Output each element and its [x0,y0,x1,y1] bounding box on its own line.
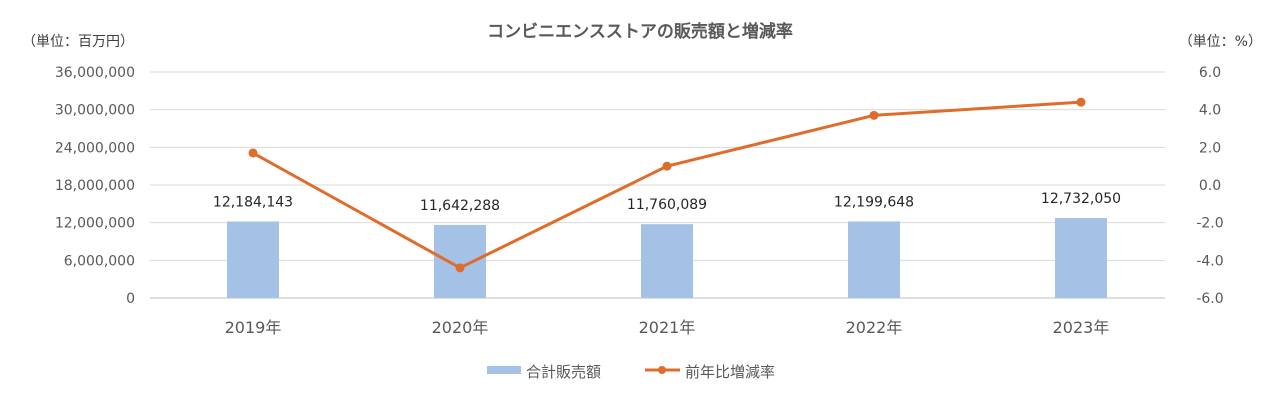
left-axis-unit: （単位：百万円） [22,34,134,50]
left-tick-label: 24,000,000 [55,140,135,156]
bar [641,224,693,298]
bar [848,221,900,298]
line-point [869,110,879,120]
x-tick-label: 2021年 [639,318,696,337]
right-axis-unit: （単位：%） [1179,34,1262,50]
x-tick-label: 2022年 [846,318,903,337]
right-tick-label: -2.0 [1196,216,1223,232]
left-tick-label: 0 [126,291,135,307]
left-tick-label: 36,000,000 [55,65,135,81]
x-tick-label: 2020年 [432,318,489,337]
bar [227,221,279,298]
right-tick-label: -4.0 [1196,253,1223,269]
bar-data-label: 11,642,288 [420,198,500,214]
chart-title: コンビニエンスストアの販売額と増減率 [487,21,793,42]
bar [1055,218,1107,298]
x-tick-label: 2019年 [225,318,282,337]
left-tick-label: 6,000,000 [64,253,135,269]
legend-bar-swatch [487,366,521,374]
line-point [248,148,258,158]
right-tick-label: 2.0 [1199,140,1221,156]
legend-bar-label: 合計販売額 [526,363,601,381]
bar-data-label: 12,732,050 [1041,191,1121,207]
right-tick-label: 0.0 [1199,178,1221,194]
legend-line-marker [658,366,666,374]
bar-data-label: 11,760,089 [627,197,707,213]
line-point [1076,97,1086,107]
left-tick-label: 18,000,000 [55,178,135,194]
bar-data-label: 12,199,648 [834,194,914,210]
legend: 合計販売額 前年比増減率 [487,363,775,381]
legend-line-label: 前年比増減率 [685,363,775,381]
line-point [662,161,672,171]
right-tick-label: 4.0 [1199,103,1221,119]
bar-data-label: 12,184,143 [213,195,293,211]
line-point [455,263,465,273]
left-tick-label: 30,000,000 [55,103,135,119]
left-tick-label: 12,000,000 [55,216,135,232]
right-tick-label: -6.0 [1196,291,1223,307]
x-tick-label: 2023年 [1053,318,1110,337]
right-tick-label: 6.0 [1199,65,1221,81]
bar [434,224,486,298]
